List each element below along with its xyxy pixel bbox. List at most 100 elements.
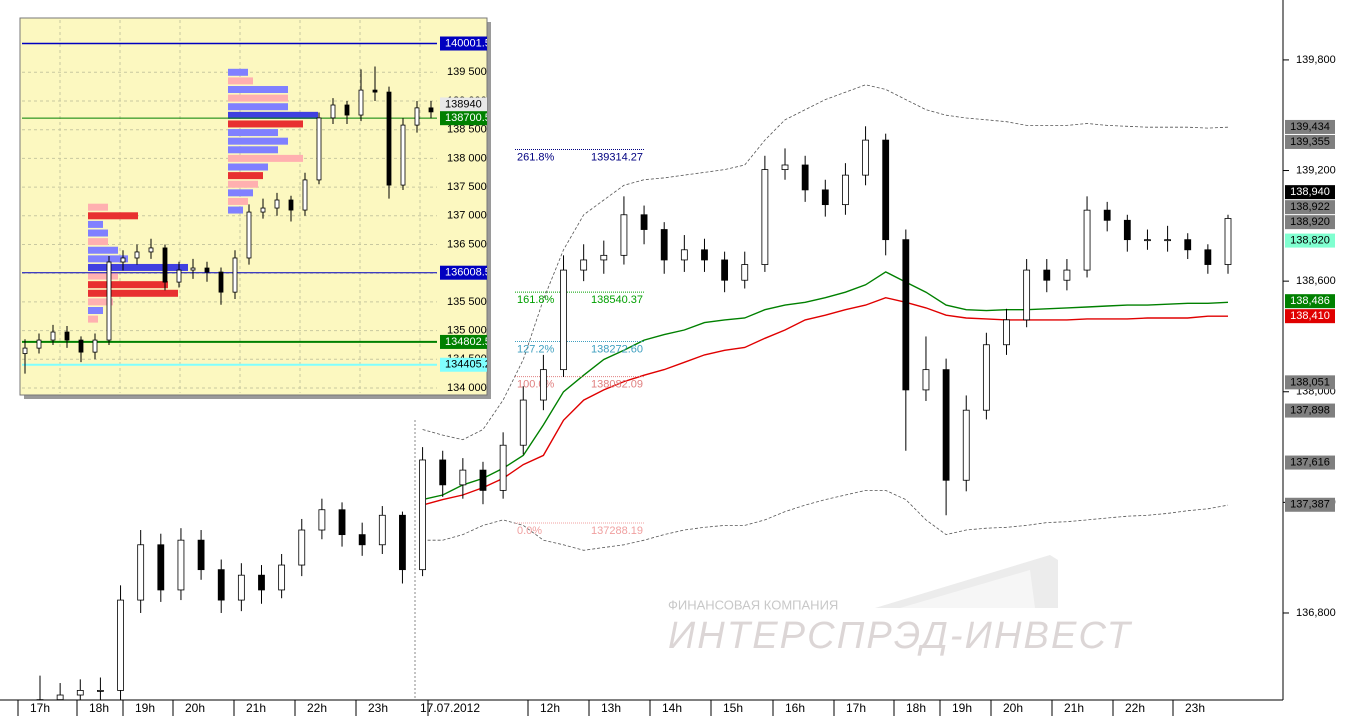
candle-body: [982, 344, 990, 411]
x-tick-label: 21h: [246, 701, 266, 715]
x-tick-label: 20h: [185, 701, 205, 715]
price-box: [1285, 403, 1335, 418]
profile-bar: [88, 212, 138, 220]
candle-body: [1003, 319, 1010, 346]
y-tick-label: 139,800: [1296, 54, 1336, 66]
candle-body: [134, 251, 140, 259]
candle-body: [620, 214, 628, 256]
candle-body: [842, 174, 849, 206]
profile-bar: [228, 94, 288, 102]
level-label: 140001.5: [445, 37, 491, 49]
fib-price: 138540.37: [591, 294, 643, 306]
level-label: 134405.2: [445, 359, 491, 371]
candle-body: [560, 269, 567, 371]
candle-body: [922, 369, 930, 391]
candle-body: [1023, 269, 1031, 321]
candle-body: [162, 247, 168, 283]
y-tick-label: 135 500: [447, 296, 487, 308]
profile-bar: [228, 172, 263, 180]
candle-body: [204, 267, 210, 273]
x-tick-label: 19h: [135, 701, 155, 715]
profile-bar: [88, 315, 98, 323]
candle-body: [344, 104, 350, 116]
fib-ratio: 127.2%: [517, 343, 555, 355]
y-tick-label: 138 500: [447, 124, 487, 136]
fib-ratio: 161.8%: [517, 294, 555, 306]
candle-body: [781, 164, 789, 171]
candle-body: [428, 107, 434, 113]
profile-bar: [228, 111, 318, 119]
candle-body: [302, 179, 308, 211]
level-box: [440, 36, 487, 51]
candle-body: [217, 569, 225, 601]
x-tick-label: 23h: [368, 701, 388, 715]
fib-price: 138082.09: [591, 379, 643, 391]
profile-bar: [88, 289, 178, 297]
candle-body: [358, 534, 366, 546]
profile-bar: [228, 180, 258, 188]
candle-body: [97, 690, 104, 692]
profile-bar: [228, 189, 253, 197]
price-box: [1285, 119, 1335, 134]
candle-body: [942, 369, 950, 481]
level-box: [440, 357, 487, 372]
candle-body: [278, 564, 286, 591]
profile-bar: [88, 263, 188, 271]
candle-body: [801, 164, 809, 191]
price-box: [1285, 455, 1335, 470]
candle-body: [1123, 219, 1131, 241]
profile-bar: [228, 103, 288, 111]
candle-body: [76, 690, 84, 696]
candle-body: [177, 539, 185, 591]
profile-bar: [228, 197, 248, 205]
candle-body: [701, 249, 708, 261]
candle-body: [120, 257, 126, 263]
x-tick-label: 16h: [785, 701, 805, 715]
x-tick-label: 18h: [89, 701, 109, 715]
candle-body: [117, 599, 124, 691]
profile-bar: [88, 246, 118, 254]
profile-bar: [88, 255, 128, 263]
candle-body: [1224, 218, 1232, 265]
price-box: [1285, 134, 1335, 149]
x-tick-label: 19h: [952, 701, 972, 715]
profile-bar: [228, 68, 248, 76]
candle-body: [721, 259, 729, 281]
price-box-label: 139,434: [1290, 121, 1330, 133]
candle-body: [288, 199, 294, 211]
indicator-line: [422, 271, 1229, 501]
candle-body: [190, 267, 196, 271]
candle-body: [274, 199, 280, 209]
x-tick-label: 23h: [1185, 701, 1205, 715]
candle-body: [741, 264, 749, 281]
candle-body: [479, 469, 487, 491]
y-tick-label: 137 000: [447, 210, 487, 222]
candle-body: [902, 239, 910, 391]
fib-ratio: 261.8%: [517, 151, 555, 163]
y-tick-label: 138 000: [447, 152, 487, 164]
level-box: [440, 265, 487, 280]
fib-price: 139314.27: [591, 151, 643, 163]
candle-body: [56, 694, 64, 700]
candle-body: [378, 514, 386, 546]
candle-body: [298, 529, 306, 566]
candle-body: [137, 544, 145, 601]
price-box-label: 137,616: [1290, 456, 1330, 468]
watermark-logo: [900, 570, 1035, 608]
y-tick-label: 136 500: [447, 238, 487, 250]
fib-ratio: 100.0%: [517, 379, 555, 391]
candle-body: [176, 269, 182, 283]
x-tick-label: 20h: [1003, 701, 1023, 715]
x-tick-label: 15h: [723, 701, 743, 715]
price-box-label: 139,355: [1290, 136, 1330, 148]
profile-bar: [228, 146, 278, 154]
profile-bar: [88, 220, 103, 228]
fib-price: 137288.19: [591, 525, 643, 537]
x-tick-label: 14h: [662, 701, 682, 715]
price-box-label: 138,922: [1290, 201, 1330, 213]
price-box: [1285, 375, 1335, 390]
